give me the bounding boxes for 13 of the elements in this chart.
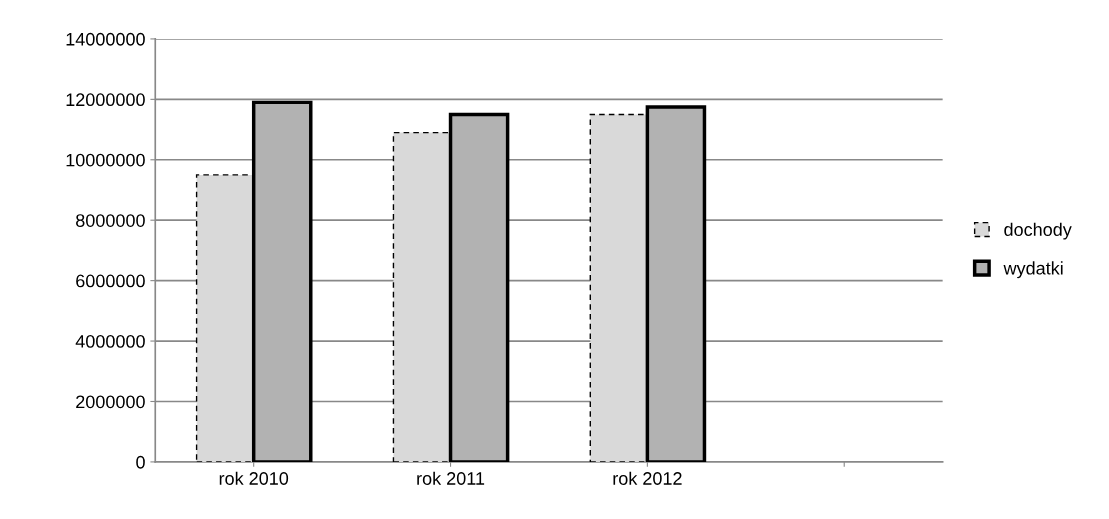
- y-tick-label: 2000000: [76, 395, 145, 409]
- legend-label: dochody: [1004, 222, 1072, 240]
- x-tick-label: rok 2010: [219, 471, 289, 485]
- y-tick-label: 12000000: [66, 93, 145, 107]
- legend-label: wydatki: [1003, 261, 1063, 279]
- y-tick-label: 8000000: [76, 214, 145, 227]
- y-tick-label: 4000000: [75, 334, 145, 348]
- y-tick-label: 6000000: [76, 274, 145, 288]
- x-tick-label: rok 2011: [417, 471, 485, 485]
- x-tick-label: rok 2012: [613, 471, 682, 485]
- y-tick-label: 0: [136, 455, 145, 469]
- y-tick-label: 10000000: [66, 153, 145, 167]
- y-tick-label: 14000000: [66, 32, 145, 46]
